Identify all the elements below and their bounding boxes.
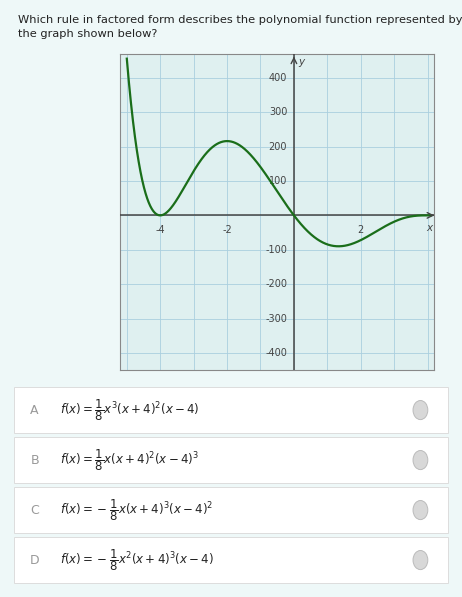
Text: 100: 100 xyxy=(269,176,287,186)
Text: -100: -100 xyxy=(265,245,287,255)
Text: $f(x)=-\dfrac{1}{8}x(x+4)^3(x-4)^2$: $f(x)=-\dfrac{1}{8}x(x+4)^3(x-4)^2$ xyxy=(60,497,213,523)
Text: $f(x)=\dfrac{1}{8}x(x+4)^2(x-4)^3$: $f(x)=\dfrac{1}{8}x(x+4)^2(x-4)^3$ xyxy=(60,447,199,473)
Text: B: B xyxy=(30,454,39,467)
Text: -300: -300 xyxy=(265,313,287,324)
Text: 2: 2 xyxy=(358,225,364,235)
Text: -200: -200 xyxy=(265,279,287,289)
Text: 200: 200 xyxy=(269,141,287,152)
Text: D: D xyxy=(30,553,39,567)
Text: C: C xyxy=(30,503,39,516)
Text: A: A xyxy=(30,404,39,417)
Text: $f(x)=-\dfrac{1}{8}x^2(x+4)^3(x-4)$: $f(x)=-\dfrac{1}{8}x^2(x+4)^3(x-4)$ xyxy=(60,547,214,573)
Text: x: x xyxy=(426,223,432,233)
Text: 300: 300 xyxy=(269,107,287,117)
Text: -400: -400 xyxy=(265,348,287,358)
Text: Which rule in factored form describes the polynomial function represented by: Which rule in factored form describes th… xyxy=(18,15,462,25)
Text: y: y xyxy=(298,57,304,67)
Text: 400: 400 xyxy=(269,73,287,83)
Text: the graph shown below?: the graph shown below? xyxy=(18,29,158,39)
Text: -4: -4 xyxy=(155,225,165,235)
Text: $f(x)=\dfrac{1}{8}x^3(x+4)^2(x-4)$: $f(x)=\dfrac{1}{8}x^3(x+4)^2(x-4)$ xyxy=(60,397,200,423)
Text: -2: -2 xyxy=(222,225,232,235)
